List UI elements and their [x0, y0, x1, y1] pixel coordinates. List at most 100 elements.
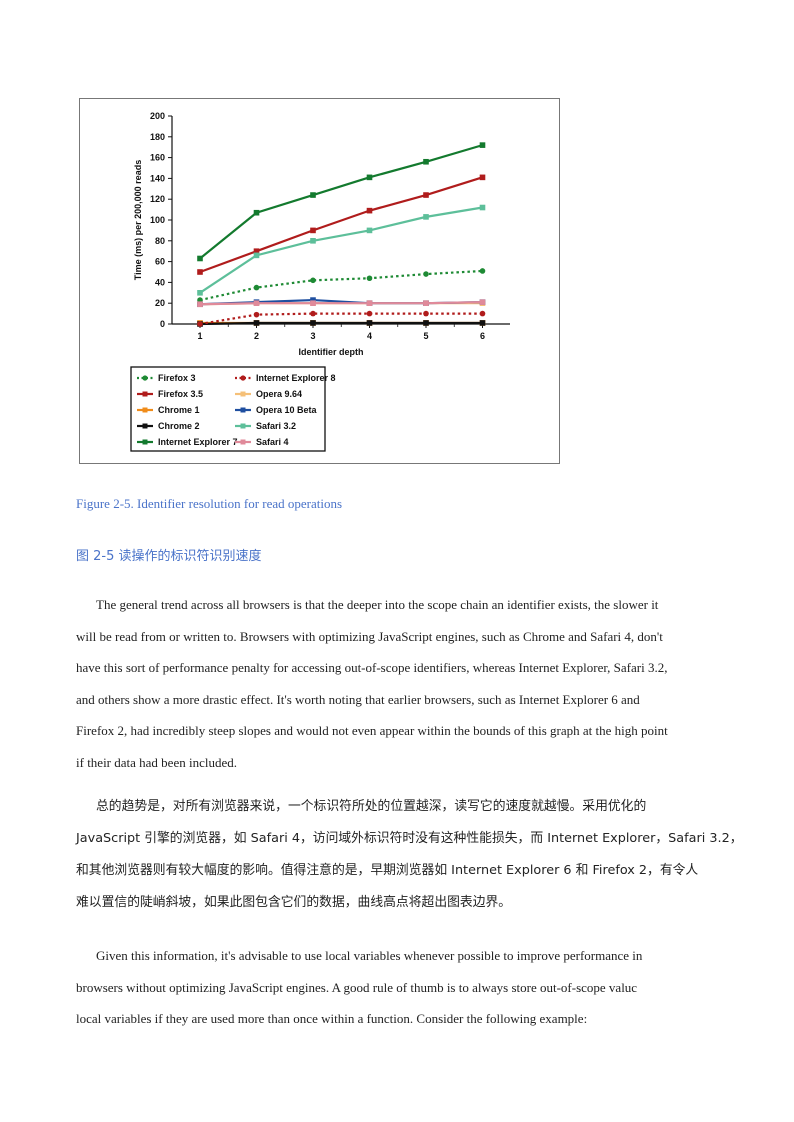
- paragraph-line: JavaScript 引擎的浏览器，如 Safari 4，访问域外标识符时没有这…: [76, 831, 743, 846]
- figure-caption-chinese: 图 2-5 读操作的标识符识别速度: [76, 549, 262, 564]
- legend-swatch-marker: [142, 375, 148, 381]
- series-line: [199, 321, 483, 326]
- paragraph-line: will be read from or written to. Browser…: [76, 628, 663, 644]
- y-tick-label: 160: [150, 153, 165, 163]
- data-point: [310, 297, 316, 303]
- legend-label: Internet Explorer 8: [256, 373, 336, 383]
- data-point: [366, 207, 373, 214]
- data-point: [366, 320, 373, 326]
- series-line: [199, 176, 483, 274]
- legend-swatch-marker: [142, 407, 148, 413]
- data-point: [253, 209, 260, 216]
- paragraph-2-chinese: 总的趋势是，对所有浏览器来说，一个标识符所处的位置越深，读写它的速度就越慢。采用…: [76, 791, 743, 919]
- x-tick-label: 3: [310, 331, 315, 341]
- series-line: [199, 301, 483, 306]
- data-point: [197, 301, 203, 308]
- paragraph-line: and others show a more drastic effect. I…: [76, 691, 640, 707]
- legend-swatch-marker: [240, 375, 246, 381]
- paragraph-line: Firefox 2, had incredibly steep slopes a…: [76, 723, 668, 738]
- legend-swatch-marker: [142, 439, 148, 445]
- data-point: [310, 238, 316, 244]
- legend-label: Firefox 3: [158, 373, 196, 383]
- legend-swatch-marker: [142, 423, 148, 429]
- paragraph-1: The general trend across all browsers is…: [76, 589, 726, 778]
- y-tick-label: 80: [155, 236, 165, 246]
- data-point: [366, 300, 373, 306]
- data-point: [253, 284, 260, 291]
- legend-box: [130, 366, 326, 452]
- data-point: [366, 174, 373, 181]
- line-chart: 0 20 40 60 80 100 120 140 160 180 200 1 2 3 4 5 6 Identif…: [130, 111, 510, 452]
- x-tick-label: 5: [423, 331, 428, 341]
- legend-swatch-marker: [142, 391, 148, 397]
- legend-swatch-marker: [240, 407, 246, 413]
- figure-caption-english: Figure 2-5. Identifier resolution for re…: [76, 496, 343, 511]
- legend-label: Internet Explorer 7: [158, 437, 238, 447]
- data-point: [479, 268, 486, 274]
- data-point: [479, 299, 486, 305]
- data-point: [253, 300, 260, 306]
- x-tick-label: 6: [480, 331, 485, 341]
- data-point: [310, 192, 316, 198]
- y-tick-label: 40: [155, 277, 165, 287]
- data-point: [310, 227, 316, 234]
- data-point: [423, 214, 429, 220]
- legend-label: Opera 9.64: [256, 389, 302, 399]
- data-point: [310, 300, 316, 306]
- legend-label: Chrome 1: [158, 405, 200, 415]
- data-point: [479, 174, 486, 181]
- data-point: [423, 300, 429, 306]
- data-point: [253, 311, 260, 318]
- data-point: [197, 255, 203, 262]
- data-point: [423, 310, 429, 317]
- paragraph-line: if their data had been included.: [76, 754, 237, 770]
- legend-swatch-marker: [240, 439, 246, 445]
- legend-swatch-marker: [240, 423, 246, 429]
- paragraph-line: local variables if they are used more th…: [76, 1011, 588, 1026]
- data-point: [310, 277, 316, 284]
- data-point: [310, 310, 316, 317]
- y-tick-label: 180: [150, 132, 165, 142]
- data-point: [310, 320, 316, 326]
- paragraph-line: have this sort of performance penalty fo…: [76, 660, 668, 675]
- data-point: [197, 321, 203, 327]
- data-point: [253, 252, 260, 259]
- y-tick-label: 0: [160, 319, 165, 329]
- x-tick-label: 4: [367, 331, 372, 341]
- data-point: [479, 310, 486, 317]
- x-axis-title: Identifier depth: [299, 347, 364, 357]
- data-point: [479, 204, 486, 211]
- data-point: [253, 320, 260, 326]
- series-line: [199, 144, 483, 260]
- y-tick-label: 140: [150, 173, 165, 183]
- y-tick-label: 60: [155, 257, 165, 267]
- x-tick-label: 1: [197, 331, 202, 341]
- legend-label: Chrome 2: [158, 421, 200, 431]
- y-axis-title: Time (ms) per 200,000 reads: [133, 160, 143, 280]
- data-point: [253, 248, 260, 254]
- data-point: [366, 227, 373, 234]
- data-point: [423, 271, 429, 277]
- y-tick-label: 100: [150, 215, 165, 225]
- data-point: [423, 192, 429, 198]
- paragraph-line: 和其他浏览器则有较大幅度的影响。值得注意的是，早期浏览器如 Internet E…: [76, 863, 699, 878]
- data-point: [197, 290, 203, 296]
- x-tick-label: 2: [254, 331, 259, 341]
- paragraph-line: browsers without optimizing JavaScript e…: [76, 979, 638, 995]
- data-point: [366, 275, 373, 282]
- data-point: [479, 320, 486, 326]
- data-point: [479, 142, 486, 148]
- legend-label: Firefox 3.5: [158, 389, 203, 399]
- data-point: [423, 320, 429, 326]
- series-line: [199, 269, 483, 302]
- data-point: [366, 310, 373, 317]
- paragraph-3: Given this information, it's advisable t…: [76, 940, 726, 1035]
- figure-frame: 0 20 40 60 80 100 120 140 160 180 200 1 2 3 4 5 6 Identif…: [79, 98, 560, 464]
- paragraph-line: The general trend across all browsers is…: [96, 597, 659, 612]
- series-line: [199, 206, 483, 294]
- legend-label: Safari 3.2: [256, 421, 296, 431]
- legend-swatch-marker: [240, 391, 246, 397]
- data-point: [197, 269, 203, 275]
- paragraph-line: Given this information, it's advisable t…: [96, 948, 643, 963]
- y-tick-label: 200: [150, 111, 165, 121]
